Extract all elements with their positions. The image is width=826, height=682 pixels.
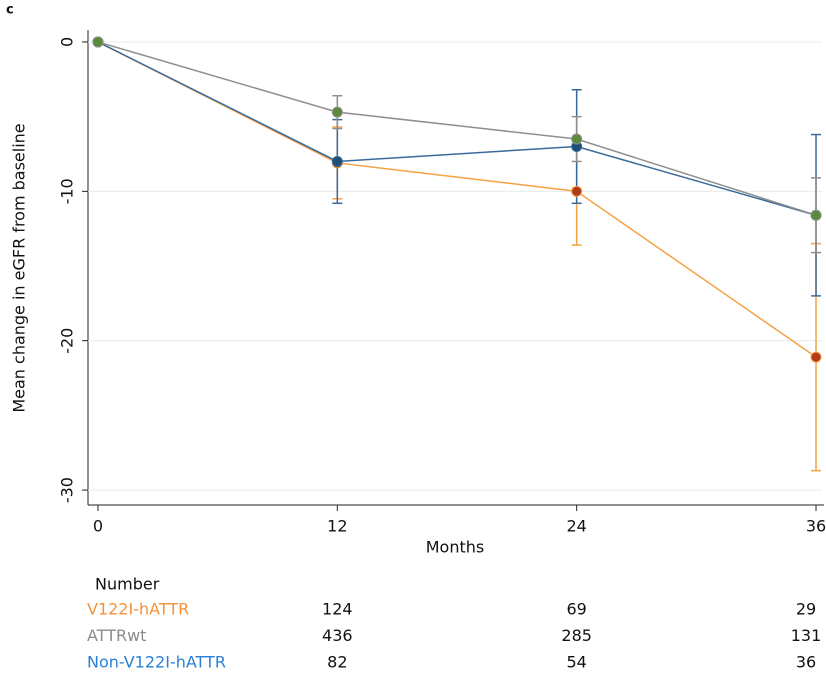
table-value: 436 [322, 626, 353, 645]
x-tick-label: 12 [327, 517, 347, 536]
table-value: 29 [796, 600, 816, 619]
x-tick-label: 0 [93, 517, 103, 536]
y-tick-label: -10 [58, 178, 77, 204]
table-row-name: ATTRwt [87, 626, 146, 645]
y-tick-label: 0 [58, 37, 77, 47]
y-axis-label: Mean change in eGFR from baseline [10, 123, 29, 412]
table-value: 131 [791, 626, 822, 645]
point [331, 155, 343, 167]
point [810, 351, 822, 363]
point [571, 133, 583, 145]
panel-label: c [6, 3, 14, 18]
point [331, 106, 343, 118]
table-title: Number [95, 575, 160, 594]
point [92, 36, 104, 48]
table-value: 54 [566, 653, 586, 672]
table-value: 36 [796, 653, 816, 672]
series-line [97, 41, 817, 216]
y-tick-label: -30 [58, 477, 77, 503]
table-value: 285 [561, 626, 592, 645]
y-tick-label: -20 [58, 328, 77, 354]
series-line [97, 41, 817, 358]
table-row-name: V122I-hATTR [87, 600, 189, 619]
table-value: 69 [566, 600, 586, 619]
x-axis-label: Months [426, 538, 484, 557]
point [571, 185, 583, 197]
table-value: 82 [327, 653, 347, 672]
x-tick-label: 24 [566, 517, 586, 536]
table-row-name: Non-V122I-hATTR [87, 653, 226, 672]
table-value: 124 [322, 600, 353, 619]
series-line [97, 41, 817, 216]
point [810, 209, 822, 221]
x-tick-label: 36 [806, 517, 826, 536]
